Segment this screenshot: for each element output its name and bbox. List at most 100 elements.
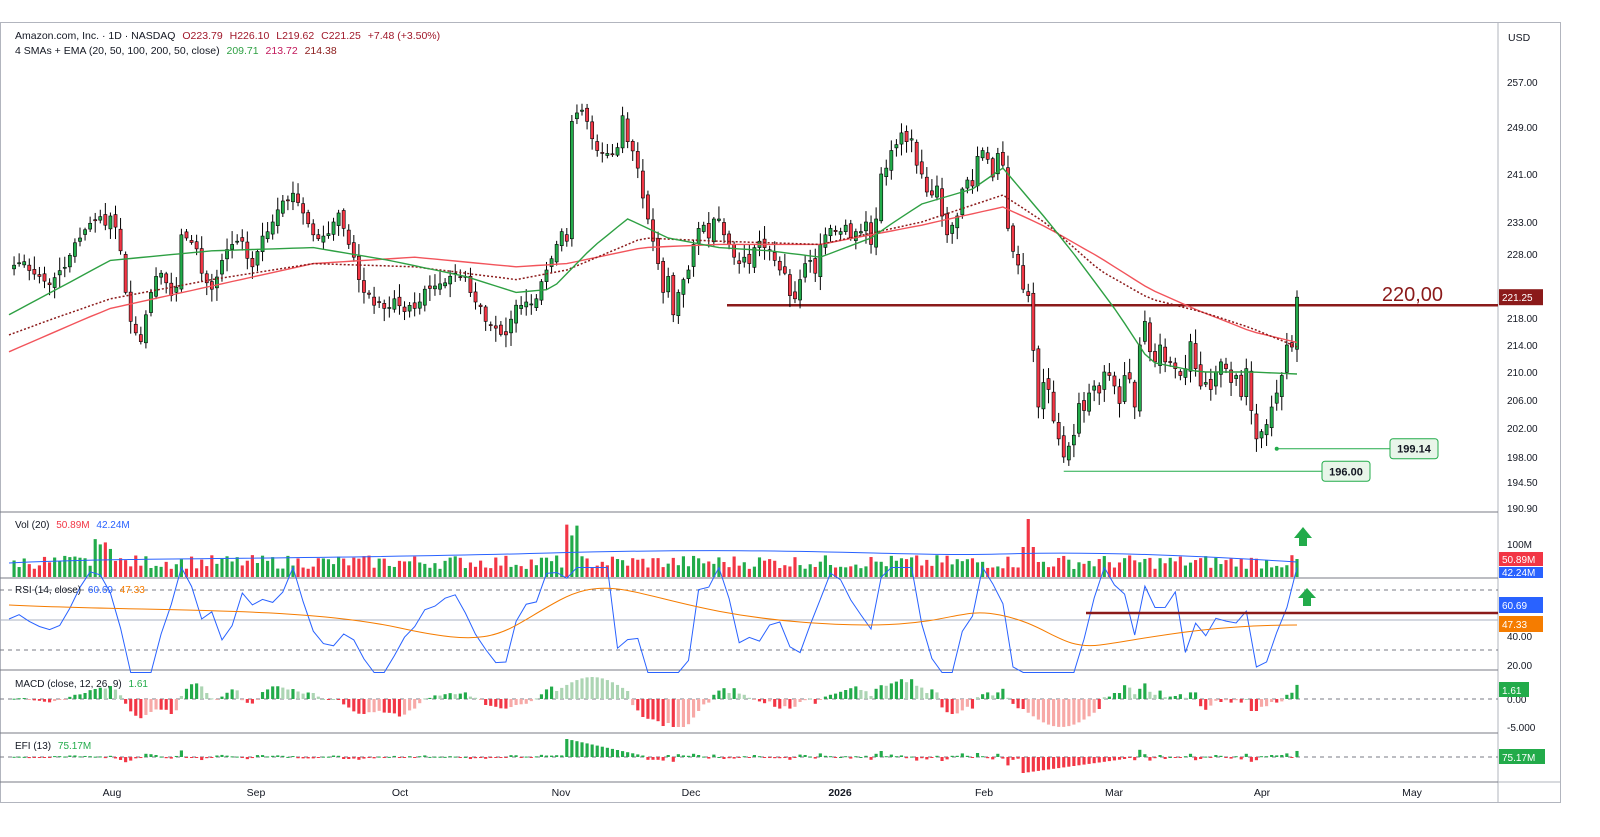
macd-bar — [960, 699, 964, 711]
vol-value: 50.89M — [56, 520, 90, 531]
volume-bar — [473, 566, 478, 577]
macd-bar — [139, 699, 143, 719]
volume-bar — [129, 566, 133, 577]
candle-body — [544, 269, 549, 282]
volume-bar — [1001, 568, 1005, 577]
level-label: 220,00 — [1382, 284, 1443, 306]
efi-bar — [1295, 750, 1299, 757]
candle-body — [1117, 386, 1122, 404]
currency-label[interactable]: USD — [1508, 32, 1531, 44]
candle-body — [321, 235, 326, 243]
macd-bar — [1148, 691, 1152, 699]
volume-ma-tag-bg — [1499, 567, 1543, 578]
candle-body — [32, 269, 37, 275]
macd-bar — [108, 686, 112, 699]
efi-bar — [352, 757, 356, 759]
candle-body — [1137, 344, 1142, 412]
candle-body — [701, 224, 706, 232]
efi-bar — [53, 756, 57, 758]
candle-body — [448, 275, 453, 285]
efi-bar — [245, 757, 249, 760]
volume-bar — [762, 560, 767, 577]
candle-body — [1153, 351, 1157, 363]
rsi-ma-value: 47.33 — [119, 585, 145, 596]
efi-bar — [590, 744, 594, 757]
volume-bar — [864, 566, 868, 577]
time-tick-label: Nov — [552, 787, 571, 799]
volume-bar — [778, 568, 782, 577]
efi-bar — [798, 754, 802, 757]
volume-bar — [1087, 560, 1091, 577]
macd-bar — [950, 699, 954, 714]
volume-bar — [849, 566, 853, 577]
macd-bar — [352, 699, 356, 712]
macd-bar — [509, 699, 513, 708]
macd-bar — [646, 699, 650, 719]
candle-body — [620, 115, 625, 149]
candle-body — [1072, 434, 1076, 446]
candle-body — [1183, 368, 1188, 378]
candle-body — [164, 273, 169, 284]
volume-bar — [418, 562, 422, 577]
volume-bar — [230, 561, 234, 577]
volume-bar — [666, 563, 670, 577]
candle-body — [62, 266, 67, 269]
candle-body — [646, 194, 650, 220]
candle-body — [1213, 371, 1218, 387]
macd-bar — [286, 689, 290, 699]
macd-bar — [443, 694, 447, 699]
volume-bar — [1229, 558, 1233, 577]
efi-bar — [702, 756, 706, 758]
candle-body — [1259, 431, 1264, 439]
macd-bar — [1259, 699, 1264, 707]
volume-bar — [768, 559, 772, 577]
volume-bar — [1259, 568, 1264, 577]
price-tick-label: 206.00 — [1507, 396, 1538, 407]
volume-bar — [1067, 559, 1071, 577]
candle-body — [1026, 291, 1031, 296]
efi-label[interactable]: EFI (13) — [15, 741, 52, 752]
macd-bar — [32, 699, 36, 701]
efi-bar — [854, 756, 858, 758]
candle-body — [1219, 361, 1223, 375]
volume-bar — [266, 560, 270, 577]
volume-bar — [245, 560, 249, 577]
vol-label[interactable]: Vol (20) — [15, 520, 50, 531]
macd-label[interactable]: MACD (close, 12, 26, 9) — [15, 679, 122, 690]
volume-bar — [281, 568, 285, 577]
efi-bar — [1199, 757, 1203, 759]
macd-bar — [413, 699, 417, 709]
macd-bar — [1239, 699, 1243, 703]
candle-body — [1234, 375, 1239, 379]
macd-bar — [1011, 699, 1015, 704]
macd-bar — [626, 691, 630, 699]
efi-bar — [1112, 757, 1117, 761]
volume-bar — [955, 559, 959, 577]
macd-bar — [73, 694, 77, 699]
macd-bar — [382, 699, 386, 713]
efi-bar — [382, 757, 386, 758]
volume-bar — [828, 565, 833, 577]
efi-bar — [975, 753, 980, 757]
candle-body — [73, 242, 77, 257]
symbol-title[interactable]: Amazon.com, Inc. · 1D · NASDAQ — [15, 30, 176, 42]
candle-body — [316, 234, 321, 240]
efi-bar — [200, 757, 204, 761]
macd-bar — [42, 699, 47, 702]
efi-bar — [331, 755, 336, 757]
macd-bar — [291, 689, 295, 699]
volume-bar — [580, 556, 584, 577]
macd-bar — [636, 699, 640, 711]
candle-body — [549, 258, 554, 267]
candle-body — [914, 141, 919, 166]
rsi-label[interactable]: RSI (14, close) — [15, 585, 82, 596]
volume-bar — [195, 568, 199, 577]
candle-body — [950, 224, 955, 234]
open-value: O223.79 — [182, 30, 223, 42]
candle-body — [27, 264, 32, 271]
efi-bar — [636, 754, 640, 757]
volume-bar — [1128, 555, 1132, 577]
ma-label[interactable]: 4 SMAs + EMA (20, 50, 100, 200, 50, clos… — [15, 45, 220, 57]
macd-bar — [499, 699, 503, 709]
